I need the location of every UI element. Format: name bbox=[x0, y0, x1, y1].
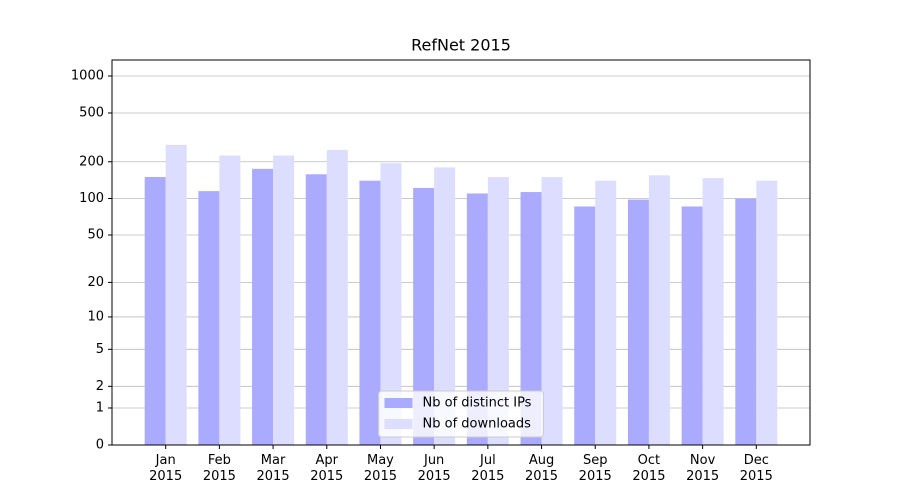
x-tick-label: Nov 2015 bbox=[686, 453, 720, 484]
y-tick-label: 50 bbox=[87, 228, 104, 243]
x-tick-label: Apr 2015 bbox=[310, 453, 344, 484]
bar bbox=[574, 206, 596, 445]
legend-label: Nb of distinct IPs bbox=[423, 396, 532, 411]
y-tick-label: 1000 bbox=[71, 69, 104, 84]
bar bbox=[219, 155, 241, 446]
legend-swatch bbox=[384, 398, 413, 408]
bar bbox=[144, 177, 166, 445]
plot-frame bbox=[111, 59, 811, 446]
bar bbox=[520, 192, 542, 445]
y-tick-label: 2 bbox=[96, 379, 104, 394]
y-tick-label: 500 bbox=[79, 105, 104, 120]
y-tick-label: 100 bbox=[79, 191, 104, 206]
bar bbox=[541, 177, 563, 445]
y-tick-label: 10 bbox=[87, 309, 104, 324]
x-tick-label: Dec 2015 bbox=[739, 453, 773, 484]
y-tick-label: 1 bbox=[96, 400, 104, 415]
bar bbox=[648, 175, 670, 445]
legend-swatch bbox=[384, 419, 413, 429]
bar bbox=[413, 187, 435, 445]
bar bbox=[305, 174, 327, 445]
x-tick-label: Feb 2015 bbox=[202, 453, 236, 484]
bar bbox=[434, 167, 456, 446]
bar bbox=[326, 149, 348, 445]
x-tick-label: Jan 2015 bbox=[149, 453, 183, 484]
bar bbox=[702, 178, 724, 445]
x-tick-label: Oct 2015 bbox=[632, 453, 666, 484]
bar bbox=[165, 144, 187, 445]
chart-title: RefNet 2015 bbox=[411, 36, 511, 55]
x-tick-label: Sep 2015 bbox=[578, 453, 612, 484]
x-tick-label: May 2015 bbox=[363, 453, 397, 484]
x-tick-label: Jul 2015 bbox=[471, 453, 505, 484]
bar bbox=[273, 155, 295, 446]
x-tick-label: Aug 2015 bbox=[524, 453, 559, 484]
bar bbox=[252, 168, 274, 445]
y-tick-label: 20 bbox=[87, 275, 104, 290]
bar bbox=[466, 193, 488, 445]
y-tick-label: 5 bbox=[96, 342, 104, 357]
legend: Nb of distinct IPs Nb of downloads bbox=[378, 390, 544, 438]
bar bbox=[198, 191, 220, 445]
y-tick-label: 200 bbox=[79, 154, 104, 169]
bar bbox=[756, 180, 778, 445]
bar bbox=[595, 180, 617, 445]
legend-label: Nb of downloads bbox=[423, 417, 532, 432]
bar bbox=[735, 198, 757, 445]
bar bbox=[627, 199, 649, 445]
bar bbox=[359, 180, 381, 445]
x-tick-label: Jun 2015 bbox=[417, 453, 451, 484]
bar bbox=[380, 163, 402, 446]
y-tick-label: 0 bbox=[96, 438, 104, 453]
bar bbox=[487, 177, 509, 445]
bar bbox=[681, 206, 703, 445]
legend-box bbox=[378, 390, 544, 438]
x-tick-label: Mar 2015 bbox=[256, 453, 290, 484]
